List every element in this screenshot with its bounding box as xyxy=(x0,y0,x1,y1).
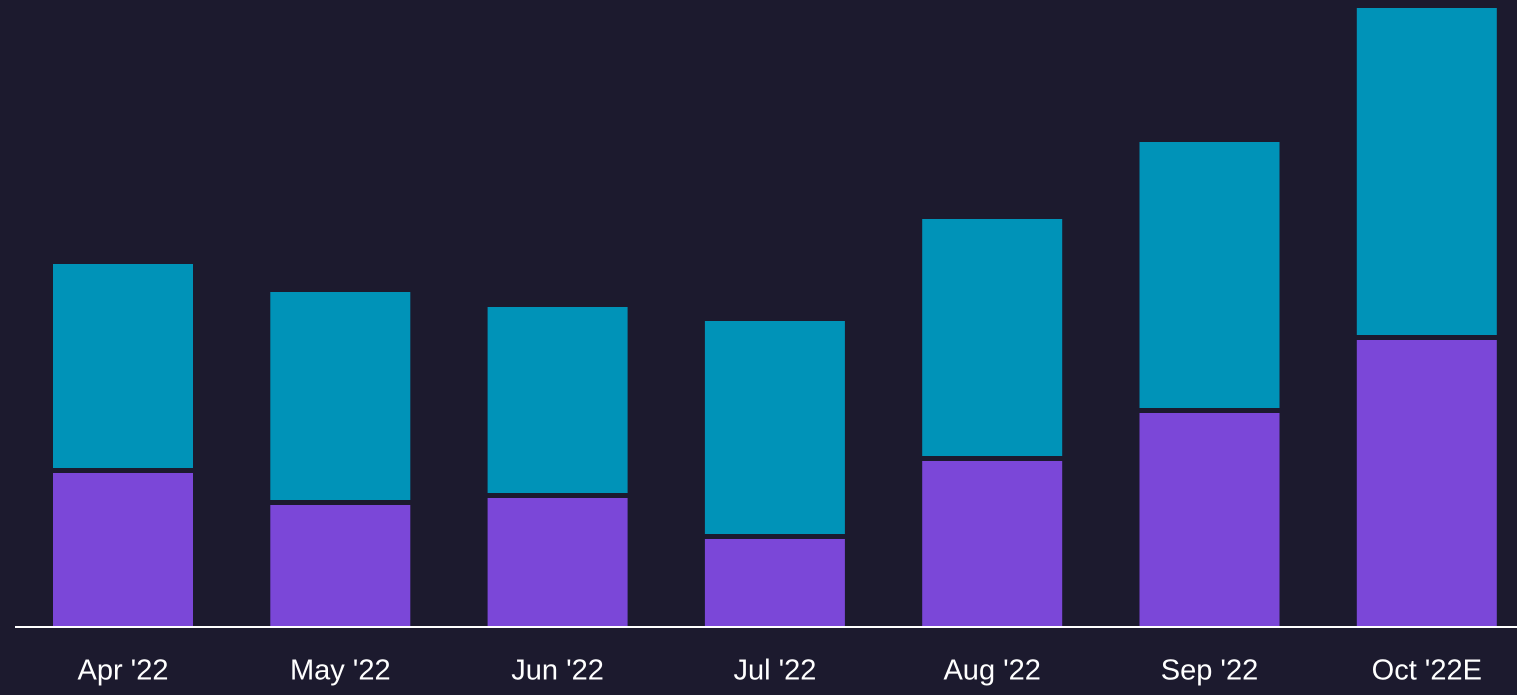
bar-segment xyxy=(704,321,845,534)
x-tick-label: May '22 xyxy=(290,655,391,687)
x-tick-label: Sep '22 xyxy=(1161,655,1258,687)
bar-segment xyxy=(487,307,628,493)
x-tick-label: Jul '22 xyxy=(733,655,816,687)
x-tick-label: Oct '22E xyxy=(1372,655,1482,687)
bar-segment xyxy=(1356,8,1497,335)
bar-segment xyxy=(53,264,193,468)
bar-segment xyxy=(53,473,193,627)
bar-segment xyxy=(270,292,411,500)
bar-segment xyxy=(487,498,628,627)
bar-segment xyxy=(922,219,1063,456)
x-tick-label: Apr '22 xyxy=(78,655,169,687)
x-tick-label: Aug '22 xyxy=(943,655,1040,687)
bar-segment xyxy=(1356,340,1497,627)
bar-segment xyxy=(922,461,1063,627)
bar-segment xyxy=(270,505,411,627)
bar-segment xyxy=(1139,413,1280,627)
bar-segment xyxy=(704,539,845,627)
bar-segment xyxy=(1139,142,1280,408)
x-tick-label: Jun '22 xyxy=(511,655,604,687)
